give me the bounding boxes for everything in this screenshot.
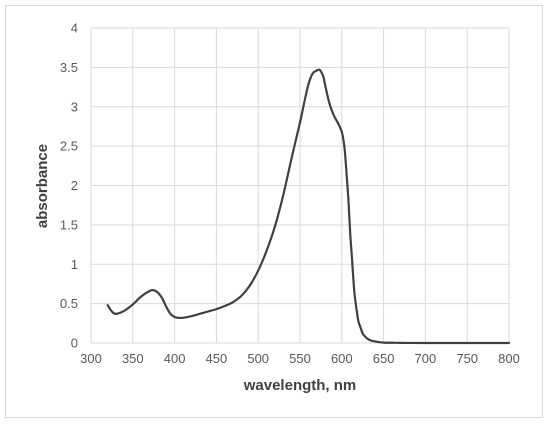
y-tick-label: 2.5: [60, 139, 78, 154]
x-tick-label: 500: [247, 351, 269, 366]
x-tick-label: 700: [415, 351, 437, 366]
x-tick-label: 650: [373, 351, 395, 366]
x-tick-label: 600: [331, 351, 353, 366]
x-tick-label: 300: [80, 351, 102, 366]
x-axis-title: wavelength, nm: [243, 377, 357, 394]
y-tick-label: 4: [71, 21, 78, 36]
x-tick-label: 450: [206, 351, 228, 366]
y-tick-label: 1.5: [60, 217, 78, 232]
y-tick-label: 3.5: [60, 60, 78, 75]
x-tick-label: 550: [289, 351, 311, 366]
y-tick-label: 2: [71, 178, 78, 193]
x-tick-label: 400: [164, 351, 186, 366]
chart-area: [5, 5, 543, 418]
y-tick-label: 0: [71, 336, 78, 351]
x-tick-label: 800: [498, 351, 520, 366]
absorbance-series-line: [106, 68, 511, 345]
x-tick-labels: 300 350 400 450 500 550 600 650 700 750 800: [80, 351, 520, 366]
x-tick-label: 750: [456, 351, 478, 366]
x-tick-label: 350: [122, 351, 144, 366]
grid-layer: [90, 27, 510, 344]
y-tick-label: 0.5: [60, 296, 78, 311]
y-tick-label: 1: [71, 257, 78, 272]
y-tick-labels: 0 0.5 1 1.5 2 2.5 3 3.5 4: [60, 21, 78, 351]
y-axis-title: absorbance: [34, 144, 51, 228]
y-tick-label: 3: [71, 99, 78, 114]
